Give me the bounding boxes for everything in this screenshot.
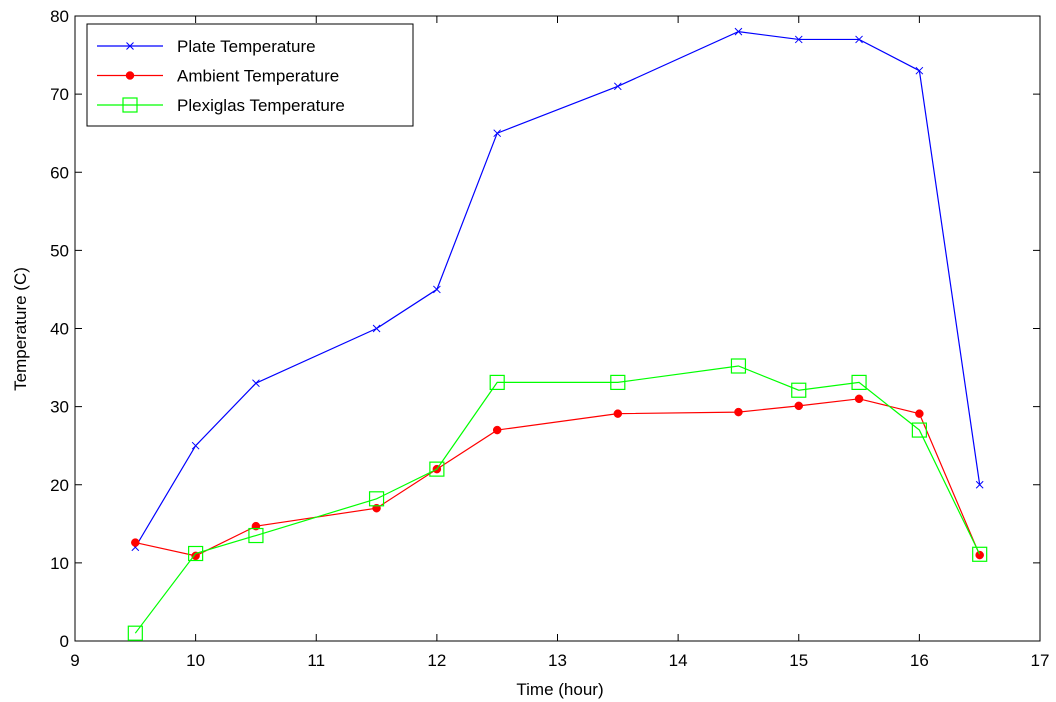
data-point bbox=[248, 527, 264, 544]
series-plate-temperature bbox=[131, 27, 984, 552]
data-point bbox=[613, 82, 622, 91]
y-tick-label: 60 bbox=[50, 163, 69, 182]
legend-item: Ambient Temperature bbox=[97, 67, 339, 86]
data-point bbox=[851, 374, 867, 391]
data-point bbox=[368, 491, 385, 507]
x-tick-label: 10 bbox=[186, 651, 205, 670]
x-tick-label: 16 bbox=[910, 651, 929, 670]
data-point bbox=[191, 551, 200, 561]
x-tick-label: 12 bbox=[427, 651, 446, 670]
data-point bbox=[734, 407, 743, 417]
data-point bbox=[613, 409, 623, 418]
legend-marker bbox=[125, 71, 135, 80]
data-point bbox=[489, 374, 505, 391]
data-point bbox=[492, 425, 502, 435]
series-ambient-temperature bbox=[131, 394, 984, 561]
data-point bbox=[791, 382, 807, 398]
y-tick-label: 30 bbox=[50, 398, 69, 417]
y-tick-label: 80 bbox=[50, 7, 69, 26]
y-tick-label: 50 bbox=[50, 241, 69, 260]
x-tick-label: 15 bbox=[789, 651, 808, 670]
data-point bbox=[191, 441, 200, 450]
data-point bbox=[131, 538, 140, 547]
legend-item: Plate Temperature bbox=[97, 37, 316, 56]
x-tick-label: 17 bbox=[1031, 651, 1050, 670]
x-tick-label: 11 bbox=[307, 651, 325, 670]
legend: Plate Temperature Ambient Temperature Plex… bbox=[86, 23, 414, 127]
y-tick-label: 40 bbox=[50, 320, 69, 339]
y-tick-label: 70 bbox=[50, 85, 69, 104]
data-point bbox=[972, 546, 988, 562]
y-axis-label: Temperature (C) bbox=[11, 267, 30, 391]
legend-marker bbox=[122, 97, 138, 113]
marker-stroke bbox=[372, 324, 381, 333]
marker-stroke bbox=[975, 480, 984, 489]
data-point bbox=[794, 35, 803, 44]
data-point bbox=[188, 545, 204, 562]
marker-stroke bbox=[433, 285, 441, 294]
series-line bbox=[134, 31, 981, 548]
data-point bbox=[975, 480, 984, 489]
data-point bbox=[610, 374, 626, 391]
marker-stroke bbox=[191, 441, 200, 450]
data-point bbox=[730, 358, 747, 374]
data-point bbox=[975, 550, 984, 560]
data-point bbox=[252, 379, 260, 388]
marker-stroke bbox=[734, 27, 743, 36]
data-point bbox=[854, 394, 864, 404]
marker-stroke bbox=[493, 129, 502, 138]
legend-item: Plexiglas Temperature bbox=[97, 96, 345, 115]
data-point bbox=[915, 409, 924, 418]
data-point bbox=[372, 324, 381, 333]
x-tick-label: 9 bbox=[70, 651, 79, 670]
marker-stroke bbox=[915, 66, 924, 75]
data-point bbox=[911, 422, 927, 438]
marker-stroke bbox=[252, 379, 260, 388]
marker-stroke bbox=[855, 35, 863, 44]
series-plexiglas-temperature bbox=[127, 358, 988, 641]
plot-series bbox=[127, 27, 988, 641]
data-point bbox=[855, 35, 863, 44]
y-tick-label: 20 bbox=[50, 476, 69, 495]
legend-label: Ambient Temperature bbox=[177, 67, 339, 86]
data-point bbox=[915, 66, 924, 75]
data-point bbox=[127, 625, 143, 641]
marker-stroke bbox=[126, 42, 134, 50]
data-point bbox=[429, 461, 445, 477]
series-line bbox=[134, 365, 981, 634]
x-tick-label: 14 bbox=[669, 651, 688, 670]
y-tick-label: 0 bbox=[60, 632, 69, 651]
x-axis-label: Time (hour) bbox=[516, 680, 603, 699]
data-point bbox=[493, 129, 502, 138]
marker-stroke bbox=[794, 35, 803, 44]
data-point bbox=[794, 401, 803, 411]
y-tick-label: 10 bbox=[50, 554, 69, 573]
x-tick-label: 13 bbox=[548, 651, 567, 670]
legend-label: Plate Temperature bbox=[177, 37, 316, 56]
legend-label: Plexiglas Temperature bbox=[177, 96, 345, 115]
legend-marker bbox=[126, 42, 134, 50]
data-point bbox=[433, 285, 441, 294]
series-line bbox=[135, 398, 981, 557]
axes: 9 10 11 12 13 14 15 16 17 0 10 20 30 40 50 60 70 80 bbox=[50, 7, 1049, 670]
marker-stroke bbox=[613, 82, 622, 91]
data-point bbox=[734, 27, 743, 36]
